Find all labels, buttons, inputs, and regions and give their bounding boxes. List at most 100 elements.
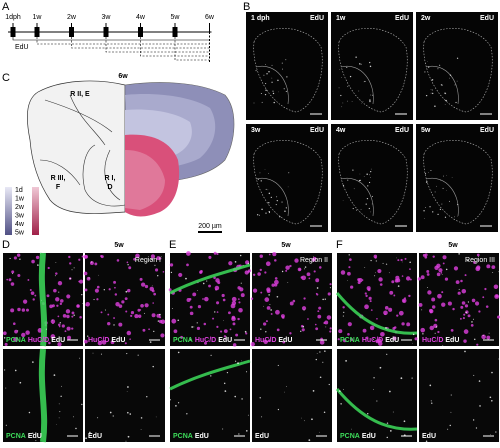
signal [66,294,71,299]
caption: PCNA HuC/D EdU [6,337,65,344]
caption-word: PCNA [340,433,360,440]
signal [464,274,467,277]
region-outline [340,177,374,217]
signal [56,304,59,307]
signal [57,342,62,347]
signal [338,329,343,334]
signal [32,361,34,363]
signal [357,278,361,282]
signal [140,282,146,287]
signal [412,342,413,344]
signal [265,89,267,91]
signal [366,336,369,339]
signal [345,359,347,362]
signal [471,298,476,303]
signal [265,331,267,333]
signal [50,319,56,324]
pcna-signal [38,252,48,347]
signal [425,181,428,183]
signal [144,312,145,314]
stain-label: EdU [395,127,409,134]
signal [135,253,140,259]
signal [319,266,322,269]
signal [422,333,424,335]
caption: HuC/D EdU [422,337,459,344]
signal [425,440,428,442]
pulse [10,27,16,37]
signal [259,268,262,272]
signal [352,169,354,171]
signal [436,272,441,277]
signal [440,84,443,86]
signal [463,339,467,343]
signal [31,259,35,264]
signal [177,351,180,354]
signal [426,273,430,276]
signal [222,428,224,430]
signal [409,278,412,281]
caption-word: EdU [445,337,459,344]
tissue-outline [253,140,323,225]
signal [22,299,28,304]
caption-word: PCNA [173,337,193,344]
signal [491,399,493,402]
signal [473,374,475,376]
signal [279,216,281,218]
signal [473,261,476,264]
caption-word: PCNA [6,433,26,440]
signal [17,330,19,332]
signal [109,411,112,414]
signal [298,268,302,271]
signal [366,173,368,175]
caption: PCNA EdU [173,433,209,440]
signal [474,338,476,341]
signal [376,400,378,402]
signal [278,91,280,93]
signal [276,295,279,298]
signal [126,391,128,392]
signal [437,330,440,334]
signal [369,61,371,64]
signal [261,208,263,211]
signal [446,174,447,176]
region-label: R III, [51,175,66,182]
signal [478,310,481,313]
timepoint-label: 5w [171,14,181,21]
signal [238,307,243,313]
signal [268,253,271,256]
signal [386,436,388,439]
signal [447,428,449,430]
signal [361,102,362,104]
stain-label: EdU [395,15,409,22]
signal [126,330,132,336]
signal [281,201,283,203]
signal [29,289,32,292]
signal [208,284,211,288]
signal [397,285,400,287]
signal [160,256,162,257]
signal [129,413,132,415]
signal [21,332,26,338]
signal [287,186,289,188]
signal [268,339,271,343]
signal [424,173,427,175]
signal [17,273,21,278]
signal [94,262,98,266]
signal [478,380,481,382]
signal [379,366,382,369]
signal [177,319,180,322]
caption-word: HuC/D [362,337,383,344]
signal [284,210,286,213]
signal [436,185,437,187]
signal [355,56,357,58]
signal [27,279,30,281]
signal [127,264,129,266]
signal [224,338,227,340]
signal [170,271,173,274]
signal [239,254,242,257]
signal [402,299,405,303]
signal [447,301,452,306]
signal [301,328,305,332]
signal [171,318,177,324]
